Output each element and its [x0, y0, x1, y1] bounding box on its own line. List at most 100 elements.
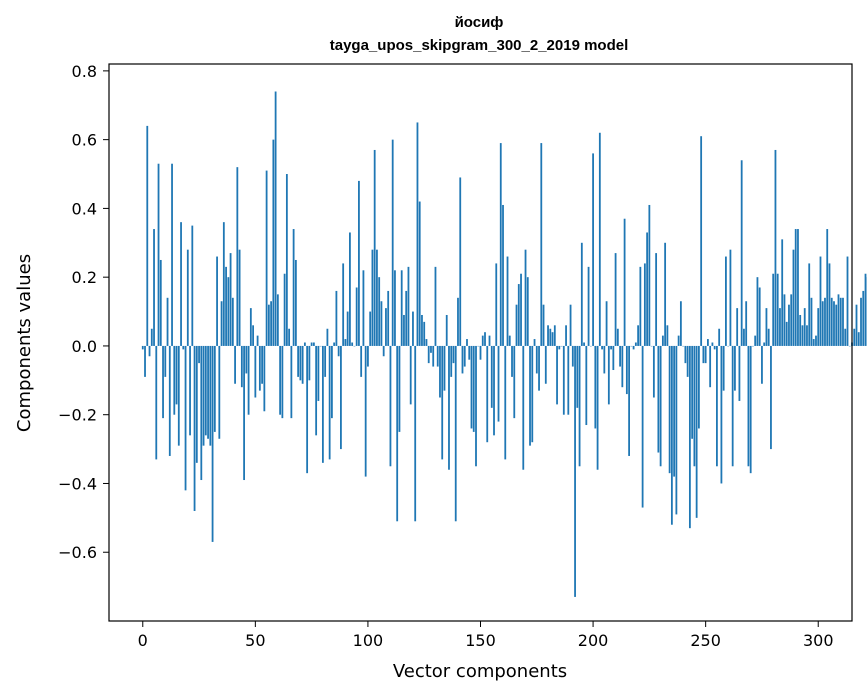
bar-33	[216, 256, 218, 346]
bar-64	[285, 174, 288, 346]
bar-299	[815, 335, 817, 346]
bar-44	[240, 345, 243, 388]
bar-140	[457, 297, 459, 346]
y-tick-label-6: 0.6	[72, 131, 97, 150]
y-tick-label-3: 0.0	[72, 337, 97, 356]
bar-9	[162, 345, 164, 419]
bar-312	[844, 328, 847, 346]
bar-239	[679, 301, 682, 346]
bar-287	[788, 304, 790, 346]
bar-290	[794, 229, 797, 346]
bar-90	[344, 339, 347, 346]
bar-318	[857, 332, 860, 346]
bar-206	[605, 301, 608, 346]
bar-130	[434, 266, 437, 346]
bar-17	[180, 222, 182, 346]
bar-238	[677, 335, 680, 346]
bar-25	[198, 345, 200, 364]
bar-307	[833, 301, 835, 346]
bar-110	[389, 345, 392, 467]
bar-301	[819, 256, 822, 346]
bar-36	[222, 222, 225, 346]
y-axis: −0.6 −0.4 −0.2 0.0 0.2 0.4 0.6 0.8	[58, 62, 109, 562]
bar-230	[659, 345, 662, 467]
bar-220	[637, 325, 640, 346]
bar-201	[594, 345, 597, 429]
bar-122	[416, 122, 419, 346]
bar-102	[371, 249, 374, 346]
bar-97	[360, 345, 363, 377]
bar-70	[299, 345, 302, 381]
bar-258	[722, 345, 725, 391]
bar-77	[315, 345, 318, 436]
bar-243	[688, 345, 691, 529]
bar-88	[340, 345, 342, 450]
bar-3	[148, 345, 151, 357]
bar-35	[220, 301, 223, 346]
bar-229	[657, 345, 660, 453]
bar-247	[698, 345, 700, 429]
bar-310	[839, 297, 842, 346]
y-tick-label-4: 0.2	[72, 268, 97, 287]
bar-21	[189, 345, 191, 436]
x-tick-label-250: 250	[690, 631, 721, 650]
bar-74	[308, 345, 311, 381]
bar-129	[432, 345, 435, 367]
x-tick-label-200: 200	[578, 631, 609, 650]
bar-52	[258, 345, 261, 391]
bar-109	[387, 290, 390, 346]
bar-158	[497, 345, 500, 422]
bar-268	[745, 301, 748, 346]
bar-273	[756, 277, 759, 346]
bar-8	[159, 259, 162, 346]
bar-13	[171, 163, 173, 346]
bar-10	[164, 345, 167, 377]
bar-183	[553, 325, 556, 346]
bar-224	[646, 232, 649, 346]
bar-61	[279, 345, 282, 415]
bar-49	[252, 325, 254, 346]
y-tick-label-1: −0.4	[58, 474, 97, 493]
bar-128	[430, 345, 432, 353]
x-axis-label: Vector components	[393, 661, 567, 682]
bar-99	[364, 345, 367, 477]
bar-63	[283, 273, 286, 346]
x-axis: 0 50 100 150 200 250 300	[138, 621, 834, 650]
bar-212	[619, 345, 621, 367]
bar-223	[643, 263, 646, 346]
bar-37	[225, 266, 227, 346]
bar-200	[592, 153, 594, 346]
bar-227	[652, 345, 655, 398]
bar-53	[261, 345, 263, 384]
bar-95	[355, 287, 358, 346]
bar-235	[670, 345, 673, 525]
bar-45	[243, 345, 245, 481]
bar-261	[729, 249, 732, 346]
bar-142	[461, 345, 464, 374]
y-axis-label: Components values	[14, 254, 35, 432]
bar-16	[177, 345, 180, 446]
bar-105	[378, 277, 381, 346]
bar-190	[569, 304, 572, 346]
bar-47	[247, 345, 250, 415]
bar-269	[747, 345, 750, 467]
bar-249	[702, 345, 705, 364]
bar-306	[830, 297, 833, 346]
bar-111	[391, 139, 394, 346]
bar-23	[193, 345, 196, 511]
bar-192	[574, 345, 576, 597]
bar-208	[610, 345, 612, 350]
bar-218	[632, 345, 635, 350]
bar-228	[655, 253, 658, 346]
bar-308	[835, 304, 838, 346]
bar-282	[776, 273, 779, 346]
bar-153	[486, 345, 489, 443]
bar-161	[504, 345, 507, 460]
bar-29	[207, 345, 209, 439]
bar-232	[664, 242, 667, 346]
x-tick-label-50: 50	[245, 631, 265, 650]
bar-82	[326, 328, 329, 346]
bar-177	[540, 143, 543, 346]
bar-165	[513, 345, 516, 419]
